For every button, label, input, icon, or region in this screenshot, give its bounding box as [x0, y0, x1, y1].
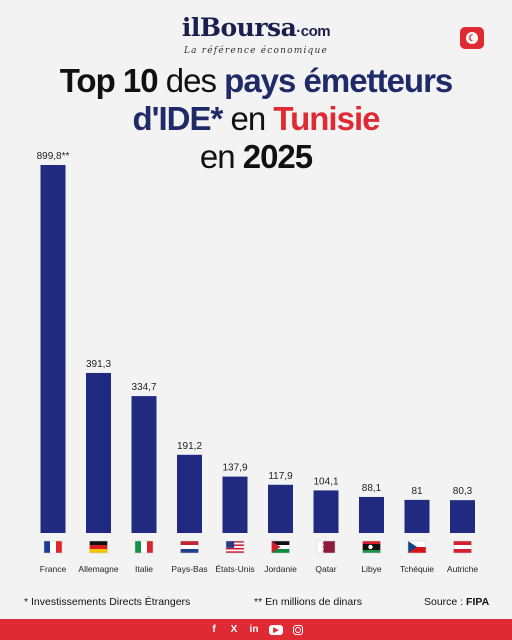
value-label: 81	[411, 486, 423, 497]
footnote-unit: ** En millions de dinars	[254, 596, 362, 608]
flag-france-icon	[43, 540, 63, 554]
flag-germany-icon	[89, 540, 108, 554]
value-label: 191,2	[177, 441, 202, 452]
value-label: 104,1	[313, 476, 338, 487]
bar-États-Unis	[222, 476, 248, 533]
flag-czechia-icon	[407, 540, 427, 554]
value-label: 88,1	[362, 483, 382, 494]
brand-header: ilBoursa·com La référence économique	[0, 13, 512, 57]
tunisia-flag-icon: ☾	[460, 27, 484, 49]
flag-usa-icon	[225, 540, 245, 554]
x-icon[interactable]: X	[230, 624, 238, 635]
flag-libya-icon	[362, 540, 381, 554]
value-label: 117,9	[268, 471, 293, 482]
bar-Italie	[131, 396, 157, 533]
bar-Allemagne	[86, 372, 111, 533]
flag-jordan-icon	[271, 540, 290, 554]
flag-qatar-icon	[316, 540, 336, 554]
footer-bar: f X in ▶	[0, 619, 512, 640]
flag-netherlands-icon	[180, 540, 199, 554]
category-label: Pays-Bas	[171, 564, 207, 574]
instagram-icon[interactable]	[293, 624, 303, 635]
youtube-icon[interactable]: ▶	[269, 624, 283, 635]
category-label: Libye	[361, 564, 382, 574]
brand-logo: ilBoursa·com	[181, 13, 331, 42]
bar-Autriche	[450, 500, 475, 533]
flag-italy-icon	[134, 540, 154, 554]
flag-austria-icon	[453, 540, 472, 554]
category-label: Italie	[135, 564, 153, 574]
brand-tagline: La référence économique	[183, 46, 329, 56]
value-label: 391,3	[86, 359, 111, 370]
value-label: 334,7	[131, 382, 156, 393]
value-label: 80,3	[453, 486, 473, 497]
facebook-icon[interactable]: f	[212, 624, 216, 635]
bar-France	[40, 165, 66, 533]
linkedin-icon[interactable]: in	[249, 624, 259, 635]
category-label: Qatar	[315, 564, 336, 574]
category-label: France	[40, 564, 67, 574]
category-label: États-Unis	[215, 564, 254, 574]
source-note: Source : FIPA	[424, 596, 490, 608]
bar-Tchéquie	[404, 499, 430, 533]
category-label: Allemagne	[78, 564, 118, 574]
category-label: Autriche	[447, 564, 478, 574]
value-label: 899,8**	[37, 151, 70, 162]
category-label: Jordanie	[264, 564, 297, 574]
value-label: 137,9	[222, 463, 247, 474]
chart-title: Top 10 des pays émetteurs d'IDE* en Tuni…	[59, 62, 454, 175]
bar-Jordanie	[268, 484, 293, 533]
bar-Qatar	[313, 490, 339, 533]
footnote-ide: * Investissements Directs Étrangers	[24, 596, 191, 608]
bar-Pays-Bas	[177, 454, 202, 533]
bar-Libye	[359, 496, 384, 533]
category-label: Tchéquie	[400, 564, 434, 574]
footnotes: * Investissements Directs Étrangers ** E…	[0, 596, 512, 612]
